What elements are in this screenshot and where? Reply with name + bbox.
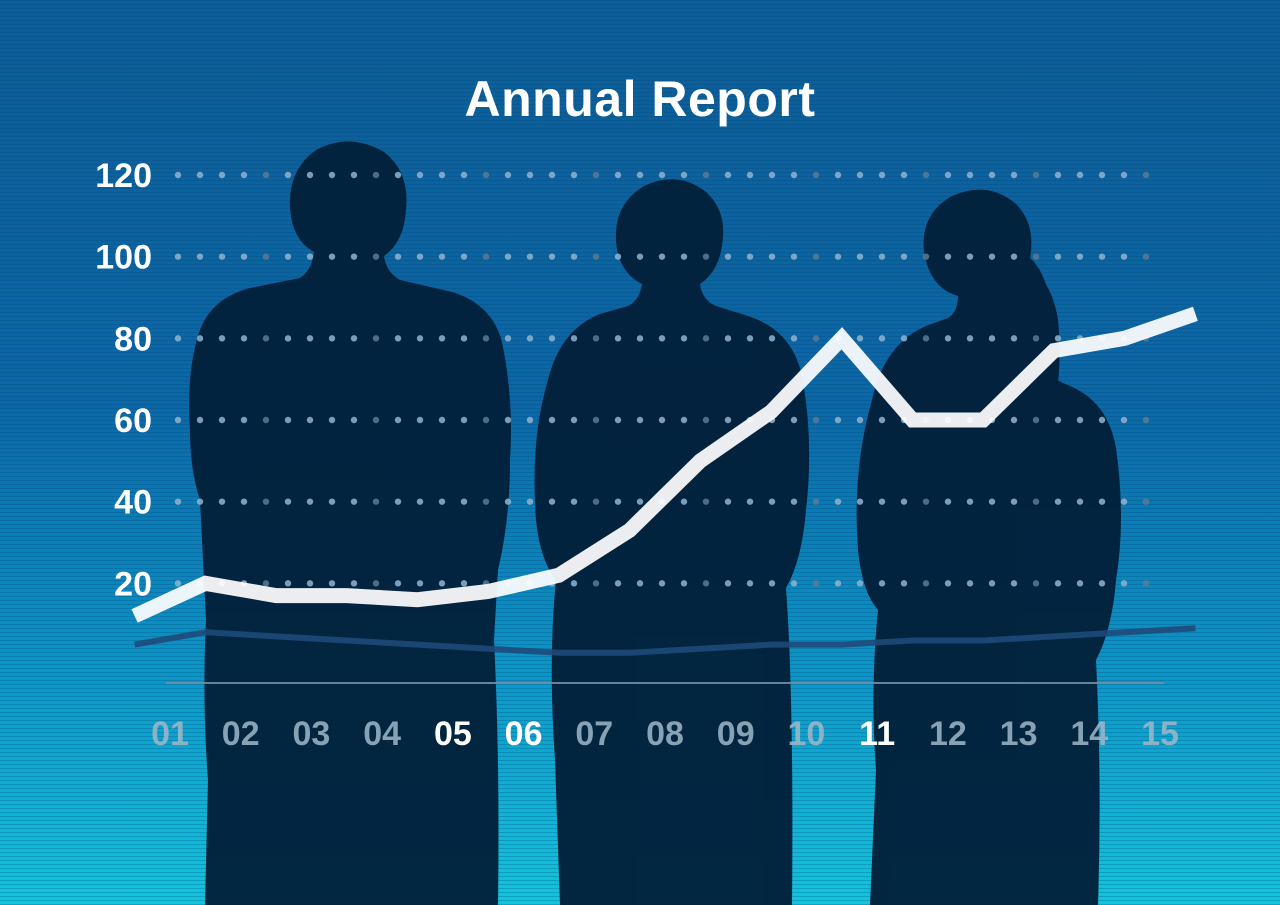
series-secondary [135, 628, 1196, 653]
chart-gridlines [175, 172, 1149, 587]
y-tick-label: 100 [95, 239, 152, 277]
x-tick-label: 03 [293, 715, 331, 753]
x-tick-label: 07 [575, 715, 613, 753]
x-tick-label: 13 [1000, 715, 1038, 753]
x-tick-label: 11 [859, 715, 895, 753]
x-tick-label: 05 [434, 715, 472, 753]
x-tick-label: 02 [222, 715, 260, 753]
y-tick-label: 40 [114, 484, 152, 522]
x-tick-label: 12 [929, 715, 967, 753]
x-tick-label: 04 [363, 715, 401, 753]
x-tick-label: 10 [788, 715, 826, 753]
x-tick-label: 01 [151, 715, 189, 753]
y-axis-labels: 20 40 60 80 100 120 [95, 157, 152, 603]
y-tick-label: 60 [114, 402, 152, 440]
series-main [135, 314, 1196, 616]
chart-stage: Annual Report 20406080100120010203040506… [0, 0, 1280, 905]
y-tick-label: 80 [114, 320, 152, 358]
y-tick-label: 20 [114, 565, 152, 603]
x-tick-label: 15 [1141, 715, 1179, 753]
x-tick-label: 06 [505, 715, 543, 753]
line-chart: 20 40 60 80 100 120 01 02 03 04 05 06 07 08 09 10 11 12 13… [0, 0, 1280, 905]
x-tick-label: 09 [717, 715, 755, 753]
x-tick-label: 14 [1070, 715, 1108, 753]
y-tick-label: 120 [95, 157, 152, 195]
x-tick-label: 08 [646, 715, 684, 753]
x-axis-labels: 01 02 03 04 05 06 07 08 09 10 11 12 13 14 15 [151, 715, 1179, 753]
chart-series [135, 314, 1196, 653]
